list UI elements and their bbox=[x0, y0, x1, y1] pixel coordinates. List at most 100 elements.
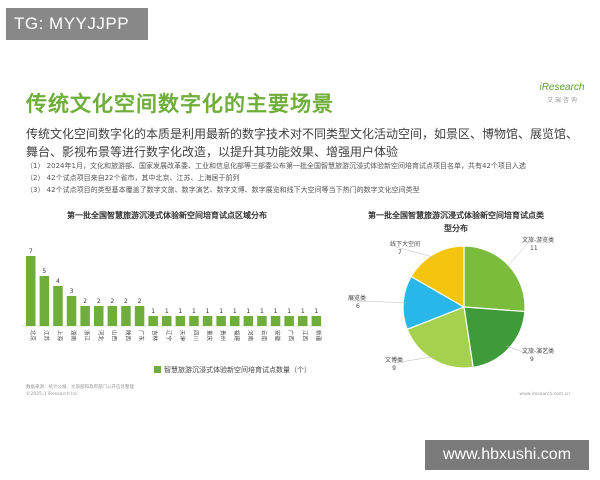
pie-slice-value: 7 bbox=[398, 249, 402, 256]
pie-slice bbox=[463, 245, 526, 313]
bar bbox=[80, 306, 90, 326]
pie-slice-value: 6 bbox=[356, 303, 360, 310]
brand-logo-subtext: 艾 瑞 咨 询 bbox=[547, 97, 577, 104]
bar-value-label: 3 bbox=[70, 288, 74, 295]
bar bbox=[243, 316, 254, 326]
bar-legend: 智慧旅游沉浸式体验新空间培育试点数量（个） bbox=[154, 365, 311, 375]
bar bbox=[284, 316, 294, 326]
bar-value-label: 1 bbox=[314, 308, 318, 315]
bar-value-label: 2 bbox=[138, 298, 142, 305]
bar bbox=[175, 316, 186, 326]
bar bbox=[121, 306, 131, 326]
watermark-top: TG: MYYJJPP bbox=[6, 8, 148, 40]
bar-value-label: 4 bbox=[56, 278, 60, 285]
page-title: 传统文化空间数字化的主要场景 bbox=[26, 92, 334, 116]
bar bbox=[189, 316, 199, 326]
category-label: 安徽 bbox=[274, 330, 282, 342]
bar-chart: 7 北京 5 江苏 4 上海 3 湖南 2 浙江 2 河北 2 山西 2 陕西 2 广东 1 吉林 1 辽宁 1 天津 1 四川 1… bbox=[22, 248, 326, 342]
category-label: 山西 bbox=[110, 330, 118, 342]
website-footer: www.iresearch.com.cn bbox=[519, 392, 570, 397]
bar-value-label: 1 bbox=[260, 308, 264, 315]
category-label: 广东 bbox=[138, 330, 146, 342]
category-label: 河北 bbox=[97, 330, 105, 342]
bar-legend-label: 智慧旅游沉浸式体验新空间培育试点数量（个） bbox=[164, 366, 311, 374]
category-label: 辽宁 bbox=[165, 330, 173, 342]
brand-logo: iResearch 艾 瑞 咨 询 bbox=[534, 82, 590, 104]
bar-chart-title: 第一批全国智慧旅游沉浸式体验新空间培育试点区域分布 bbox=[67, 211, 267, 220]
bar bbox=[298, 316, 308, 326]
pie-slice-value: 9 bbox=[530, 356, 534, 363]
bar-legend-swatch bbox=[154, 366, 161, 373]
pie-leader-line bbox=[395, 246, 436, 258]
pie-slice-label: 文博类 bbox=[385, 356, 403, 364]
bar bbox=[270, 316, 281, 326]
category-label: 上海 bbox=[56, 330, 64, 342]
bar-value-label: 1 bbox=[274, 308, 278, 315]
category-label: 四川 bbox=[192, 330, 199, 341]
pie-slice-label: 线下大空间 bbox=[390, 240, 420, 248]
category-label: 吉林 bbox=[151, 330, 159, 342]
note-item: （1） 2024年1月，文化和旅游部、国家发展改革委、工业和信息化部等三部委公布… bbox=[26, 162, 526, 170]
bar-value-label: 1 bbox=[206, 308, 210, 315]
category-label: 贵州 bbox=[219, 330, 227, 341]
bar bbox=[53, 286, 63, 326]
pie-chart-title: 第一批全国智慧旅游沉浸式体验新空间培育试点类型分布 bbox=[368, 211, 544, 233]
bar-value-label: 1 bbox=[287, 308, 291, 315]
bar-value-label: 2 bbox=[97, 298, 101, 305]
bar bbox=[230, 316, 240, 326]
bar bbox=[162, 316, 172, 326]
bar bbox=[311, 316, 322, 326]
bar-value-label: 1 bbox=[151, 308, 155, 315]
bar-value-label: 2 bbox=[124, 298, 128, 305]
pie-slice-label: 展览类 bbox=[348, 294, 366, 302]
category-label: 天津 bbox=[178, 330, 185, 342]
category-label: 北京 bbox=[29, 330, 37, 342]
bar bbox=[26, 256, 36, 326]
bar-value-label: 5 bbox=[42, 268, 46, 275]
bar bbox=[94, 306, 104, 326]
category-label: 陕西 bbox=[124, 330, 132, 342]
bar-value-label: 1 bbox=[233, 308, 237, 315]
bar-value-label: 2 bbox=[110, 298, 114, 305]
pie-slice-value: 11 bbox=[530, 245, 538, 252]
copyright-line: ©2025.3 iResearch Inc. bbox=[26, 392, 80, 397]
bar-value-label: 1 bbox=[246, 308, 250, 315]
bar bbox=[134, 306, 145, 326]
notes-list: （1） 2024年1月，文化和旅游部、国家发展改革委、工业和信息化部等三部委公布… bbox=[26, 160, 586, 196]
source-note: 数据来源：统计公报、文旅部和政府部门公开信息整理 ©2025.3 iResear… bbox=[26, 384, 134, 398]
bar bbox=[39, 276, 50, 326]
bar-value-label: 2 bbox=[83, 298, 87, 305]
pie-slice-label: 文旅-演艺类 bbox=[522, 347, 554, 355]
category-label: 河南 bbox=[246, 330, 254, 342]
pie-slice bbox=[463, 306, 526, 369]
bar-value-label: 7 bbox=[29, 248, 33, 255]
pie-leader-line bbox=[393, 356, 436, 364]
bar-value-label: 1 bbox=[165, 308, 169, 315]
bar bbox=[66, 296, 77, 326]
category-label: 重庆 bbox=[206, 330, 214, 342]
bar-value-label: 1 bbox=[219, 308, 223, 315]
pie-leader-line bbox=[505, 345, 529, 355]
bar bbox=[202, 316, 213, 326]
pie-slice bbox=[406, 306, 474, 369]
pie-slice-value: 9 bbox=[392, 365, 396, 372]
pie-leader-line bbox=[505, 242, 529, 269]
pie-slice bbox=[410, 245, 465, 309]
bar bbox=[148, 316, 158, 326]
bar bbox=[107, 306, 118, 326]
pie-leader-line bbox=[353, 300, 408, 303]
category-label: 江苏 bbox=[42, 330, 50, 342]
note-item: （2） 42个试点项目来自22个省市，其中北京、江苏、上海居于前列 bbox=[26, 174, 240, 182]
bar bbox=[257, 316, 267, 326]
category-label: 浙江 bbox=[83, 330, 91, 342]
brand-logo-text: iResearch bbox=[539, 82, 585, 93]
source-line: 数据来源：统计公报、文旅部和政府部门公开信息整理 bbox=[26, 385, 134, 390]
bar bbox=[216, 316, 226, 326]
category-label: 云南 bbox=[260, 330, 268, 342]
category-label: 湖南 bbox=[70, 330, 78, 342]
pie-slice-label: 文旅-游览类 bbox=[522, 236, 554, 244]
bar-value-label: 1 bbox=[301, 308, 305, 315]
bar-value-label: 1 bbox=[178, 308, 182, 315]
category-label: 广西 bbox=[287, 330, 295, 342]
